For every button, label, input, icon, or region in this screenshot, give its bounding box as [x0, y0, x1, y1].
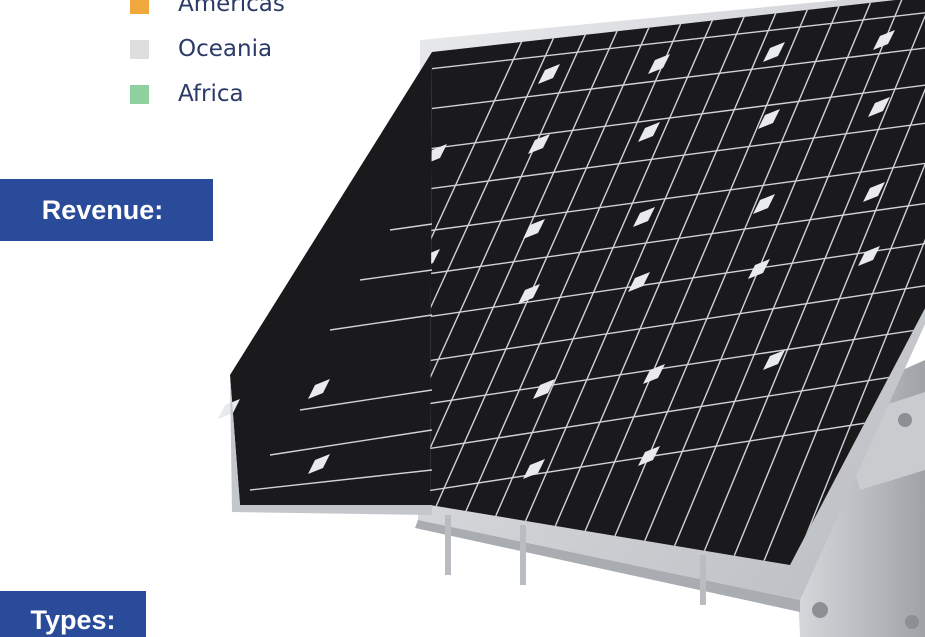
bolt-icon [812, 602, 828, 618]
revenue-header-label: Revenue: [41, 194, 164, 225]
bolt-icon [898, 413, 912, 427]
legend-label: Oceania [178, 36, 273, 62]
legend-item-africa: Africa [130, 72, 380, 117]
legend: Americas Oceania Africa [130, 0, 380, 117]
legend-label: Africa [178, 81, 244, 107]
panel-cells [430, 0, 925, 565]
legend-item-americas: Americas [130, 0, 380, 27]
legend-swatch [130, 85, 149, 104]
legend-item-oceania: Oceania [130, 27, 380, 72]
types-header-label: Types: [30, 604, 116, 635]
bolt-icon [905, 615, 919, 629]
legend-label: Americas [178, 0, 285, 17]
legend-swatch [130, 40, 149, 59]
revenue-header: Revenue: [0, 179, 213, 241]
types-header: Types: [0, 591, 146, 637]
legend-swatch [130, 0, 149, 14]
panel-cells-left [230, 52, 432, 505]
